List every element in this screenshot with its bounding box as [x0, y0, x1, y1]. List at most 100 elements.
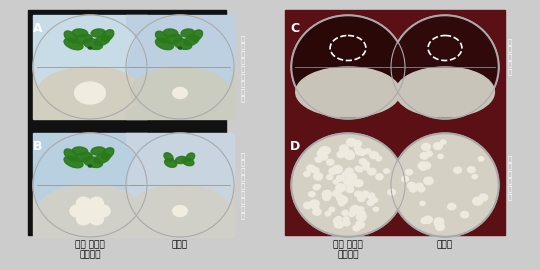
Ellipse shape: [33, 133, 147, 237]
Ellipse shape: [126, 133, 234, 237]
Ellipse shape: [479, 194, 488, 201]
Ellipse shape: [178, 47, 181, 49]
Ellipse shape: [131, 185, 230, 235]
Ellipse shape: [334, 221, 343, 228]
Ellipse shape: [435, 221, 441, 227]
Ellipse shape: [38, 67, 142, 117]
Ellipse shape: [90, 197, 104, 209]
Ellipse shape: [90, 213, 104, 225]
Ellipse shape: [354, 146, 361, 151]
Ellipse shape: [35, 17, 145, 117]
Ellipse shape: [35, 135, 145, 235]
Ellipse shape: [173, 205, 187, 217]
Ellipse shape: [83, 39, 103, 49]
Ellipse shape: [186, 153, 194, 161]
Ellipse shape: [346, 168, 353, 174]
Ellipse shape: [35, 135, 145, 235]
Ellipse shape: [38, 185, 142, 235]
Ellipse shape: [368, 168, 376, 175]
Ellipse shape: [342, 210, 348, 215]
Ellipse shape: [472, 197, 483, 205]
Ellipse shape: [128, 135, 232, 235]
Ellipse shape: [75, 34, 92, 44]
Ellipse shape: [406, 169, 413, 175]
Ellipse shape: [102, 148, 114, 159]
Ellipse shape: [310, 200, 319, 207]
Ellipse shape: [35, 135, 145, 235]
Ellipse shape: [356, 149, 362, 155]
Ellipse shape: [356, 167, 363, 172]
Ellipse shape: [420, 201, 425, 205]
Ellipse shape: [336, 184, 346, 192]
Ellipse shape: [128, 17, 232, 117]
Ellipse shape: [343, 220, 350, 226]
Ellipse shape: [343, 217, 349, 222]
Ellipse shape: [313, 185, 319, 190]
Text: 무처리: 무처리: [172, 240, 188, 249]
Ellipse shape: [320, 154, 328, 160]
Text: 긴
뿌
리
장
점
식
물
생
장: 긴 뿌 리 장 점 식 물 생 장: [241, 35, 245, 103]
Ellipse shape: [164, 29, 178, 37]
Ellipse shape: [296, 67, 400, 117]
Ellipse shape: [94, 153, 110, 164]
Ellipse shape: [313, 206, 319, 211]
Ellipse shape: [315, 157, 322, 162]
Ellipse shape: [64, 31, 77, 43]
Ellipse shape: [308, 192, 315, 197]
Ellipse shape: [393, 135, 497, 235]
Ellipse shape: [334, 218, 341, 224]
Ellipse shape: [64, 38, 83, 50]
Ellipse shape: [70, 205, 84, 217]
Ellipse shape: [354, 180, 363, 187]
Ellipse shape: [303, 202, 312, 209]
Ellipse shape: [191, 30, 202, 41]
Ellipse shape: [35, 17, 145, 117]
Ellipse shape: [72, 147, 88, 155]
Ellipse shape: [402, 176, 408, 182]
Ellipse shape: [339, 201, 345, 206]
Text: A: A: [33, 22, 43, 35]
Ellipse shape: [388, 189, 395, 195]
Bar: [285, 10, 505, 235]
Ellipse shape: [367, 200, 374, 205]
Ellipse shape: [64, 156, 83, 168]
Ellipse shape: [352, 210, 358, 214]
Ellipse shape: [173, 87, 187, 99]
Ellipse shape: [126, 15, 234, 119]
Ellipse shape: [350, 205, 360, 213]
Ellipse shape: [363, 165, 369, 170]
Ellipse shape: [184, 35, 199, 46]
Ellipse shape: [164, 153, 173, 161]
Ellipse shape: [322, 190, 332, 198]
Text: C: C: [290, 22, 299, 35]
Ellipse shape: [156, 38, 173, 50]
Ellipse shape: [348, 173, 356, 180]
Ellipse shape: [376, 156, 382, 161]
Ellipse shape: [303, 171, 310, 177]
Ellipse shape: [353, 140, 361, 147]
Ellipse shape: [314, 173, 322, 180]
Ellipse shape: [72, 29, 88, 37]
Ellipse shape: [325, 211, 330, 216]
Ellipse shape: [338, 194, 343, 199]
Ellipse shape: [338, 196, 348, 204]
Ellipse shape: [321, 147, 330, 154]
Ellipse shape: [393, 17, 497, 117]
Ellipse shape: [327, 175, 333, 180]
Ellipse shape: [355, 166, 360, 171]
Ellipse shape: [181, 29, 194, 37]
Ellipse shape: [333, 180, 339, 184]
Ellipse shape: [91, 29, 105, 37]
Ellipse shape: [345, 151, 355, 159]
Ellipse shape: [156, 31, 168, 43]
Ellipse shape: [362, 161, 369, 167]
Ellipse shape: [84, 206, 96, 216]
Ellipse shape: [478, 157, 484, 161]
Ellipse shape: [422, 162, 430, 169]
Ellipse shape: [347, 183, 353, 188]
Ellipse shape: [332, 168, 338, 173]
Ellipse shape: [421, 166, 426, 170]
Ellipse shape: [357, 211, 365, 217]
Ellipse shape: [420, 153, 428, 159]
Ellipse shape: [75, 200, 105, 222]
